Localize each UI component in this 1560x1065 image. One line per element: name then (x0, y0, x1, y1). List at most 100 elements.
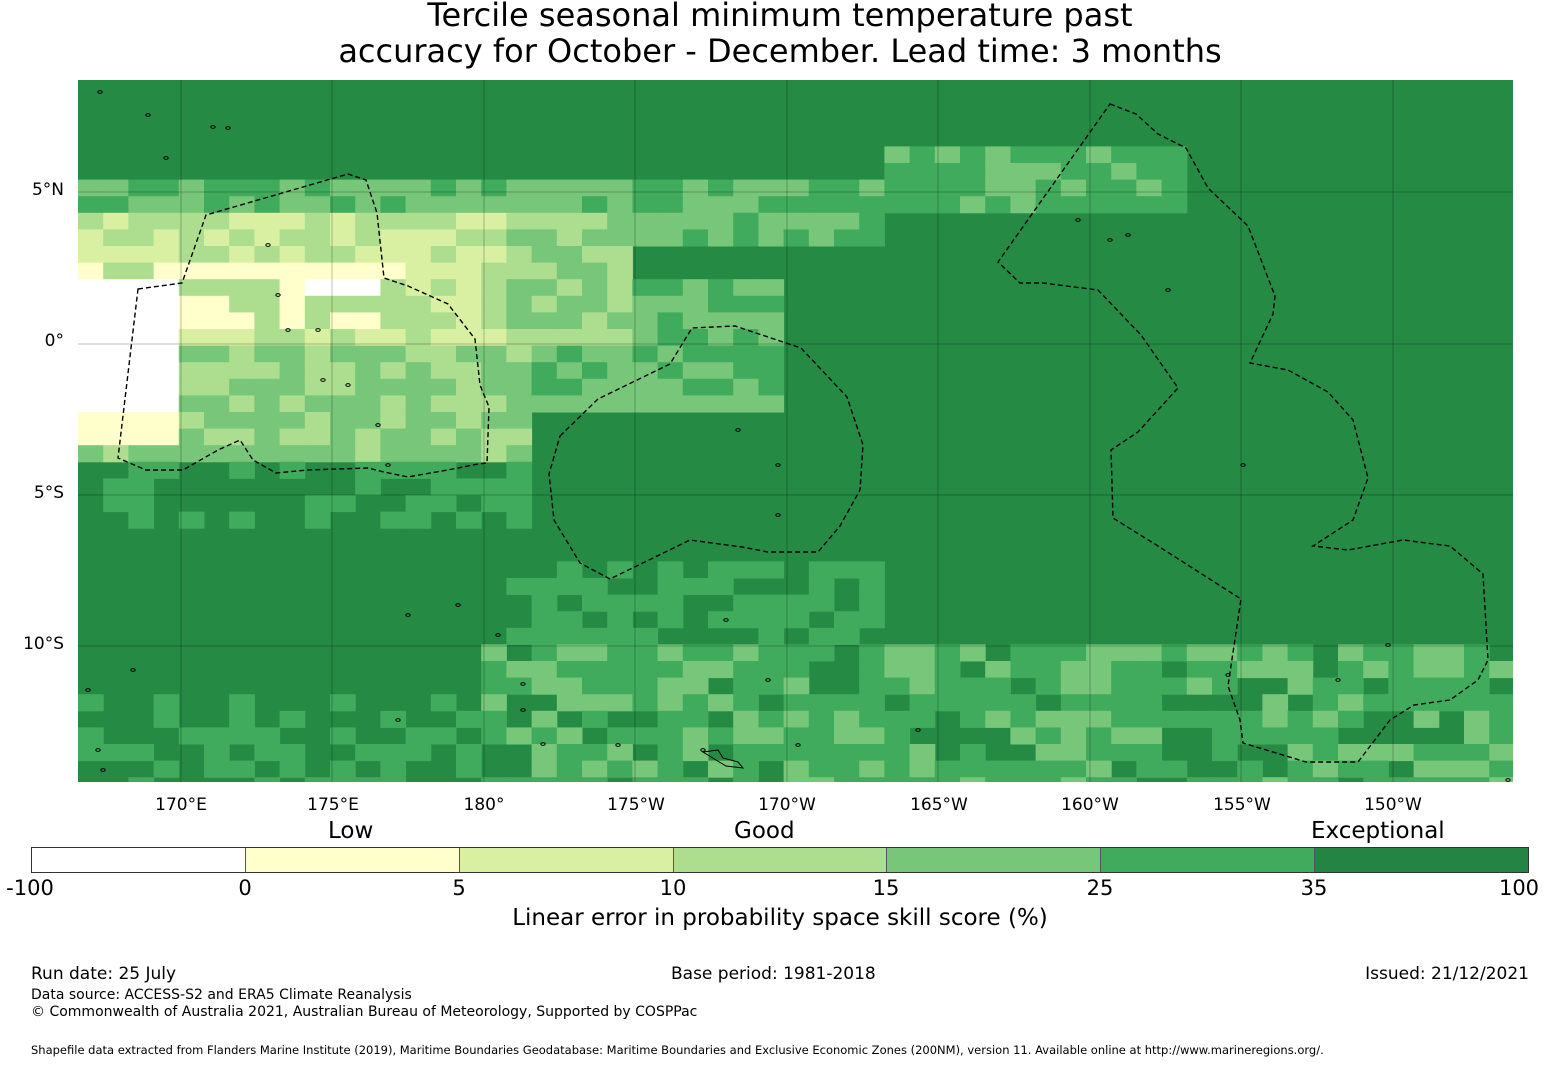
map-canvas (78, 80, 1513, 782)
legend-category-low: Low (328, 818, 374, 844)
island-outline (163, 156, 169, 160)
skill-cell (657, 661, 684, 679)
skill-cell (1212, 744, 1238, 762)
skill-cell (456, 744, 482, 762)
skill-cell (783, 212, 810, 230)
skill-cell (178, 511, 205, 529)
island-outline (345, 383, 351, 387)
skill-cell (582, 279, 608, 297)
skill-cell (834, 229, 860, 247)
skill-cell (582, 179, 608, 197)
island-outline (1240, 463, 1246, 467)
skill-cell (1212, 644, 1238, 662)
skill-cell (103, 246, 129, 264)
skill-cell (582, 395, 608, 413)
skill-cell (78, 378, 104, 396)
skill-cell (859, 179, 885, 197)
skill-cell (783, 179, 810, 197)
skill-cell (380, 246, 407, 264)
skill-cell (153, 262, 180, 280)
skill-cell (1136, 661, 1163, 679)
skill-cell (1035, 710, 1062, 728)
skill-cell (1438, 760, 1465, 778)
skill-cell (1338, 744, 1364, 762)
skill-cell (808, 760, 835, 778)
skill-cell (859, 611, 885, 629)
skill-cell (1413, 677, 1440, 695)
skill-cell (1312, 727, 1339, 745)
skill-cell (355, 196, 381, 214)
skill-cell (531, 710, 558, 728)
skill-cell (1212, 710, 1238, 728)
skill-cell (430, 694, 457, 712)
skill-cell (405, 262, 432, 280)
skill-cell (355, 461, 381, 479)
base-period: Base period: 1981-2018 (671, 964, 876, 984)
skill-cell (229, 345, 255, 363)
skill-cell (153, 412, 180, 430)
skill-cell (254, 312, 281, 330)
skill-cell (506, 428, 533, 446)
skill-cell (128, 246, 155, 264)
skill-cell (1136, 710, 1163, 728)
skill-cell (1363, 694, 1389, 712)
skill-cell (934, 196, 961, 214)
skill-cell (78, 329, 104, 347)
skill-cell (556, 262, 583, 280)
skill-cell (506, 212, 533, 230)
skill-cell (607, 229, 633, 247)
island-outline (375, 423, 381, 427)
skill-cell (632, 777, 659, 782)
skill-cell (1111, 727, 1137, 745)
skill-cell (1186, 644, 1213, 662)
skill-cell (682, 362, 709, 380)
skill-cell (103, 212, 129, 230)
skill-cell (506, 345, 533, 363)
skill-cell (733, 295, 759, 313)
skill-cell (1338, 677, 1364, 695)
skill-cell (1388, 777, 1415, 782)
skill-cell (556, 212, 583, 230)
skill-cell (279, 445, 306, 463)
lon-label-160w: 160°W (1061, 795, 1119, 815)
skill-cell (153, 246, 180, 264)
island-coastlines (85, 90, 1511, 782)
skill-cell (960, 710, 986, 728)
skill-cell (304, 362, 331, 380)
skill-cell (204, 345, 230, 363)
skill-cell (304, 428, 331, 446)
skill-cell (1262, 661, 1289, 679)
skill-cell (758, 744, 785, 762)
skill-cell (178, 179, 205, 197)
skill-cell (1262, 694, 1289, 712)
skill-cell (481, 495, 507, 513)
skill-cell (582, 760, 608, 778)
skill-cell (304, 262, 331, 280)
skill-cell (204, 362, 230, 380)
skill-cell (859, 744, 885, 762)
skill-cell (153, 445, 180, 463)
eez-boundary-central (548, 325, 864, 580)
skill-cell (254, 212, 281, 230)
skill-cell (758, 727, 785, 745)
skill-cell (304, 345, 331, 363)
skill-cell (279, 461, 306, 479)
skill-cell (934, 661, 961, 679)
skill-cell (128, 229, 155, 247)
skill-cell (506, 262, 533, 280)
skill-cell (153, 395, 180, 413)
skill-cell (556, 561, 583, 579)
island-outline (1165, 288, 1171, 292)
skill-cell (279, 345, 306, 363)
skill-cell (909, 744, 936, 762)
skill-cell (330, 412, 356, 430)
skill-cell (657, 777, 684, 782)
skill-cell (733, 362, 759, 380)
skill-cell (783, 611, 810, 629)
skill-cell (481, 295, 507, 313)
skill-cell (657, 329, 684, 347)
skill-cell (178, 412, 205, 430)
skill-cell (355, 345, 381, 363)
skill-cell (1489, 710, 1513, 728)
skill-cell (481, 246, 507, 264)
